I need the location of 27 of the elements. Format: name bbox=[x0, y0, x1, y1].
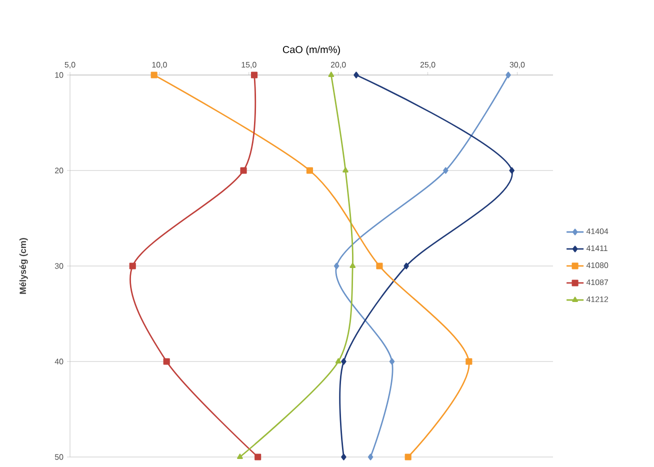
point bbox=[404, 454, 412, 460]
point bbox=[341, 454, 346, 460]
point bbox=[335, 358, 342, 364]
point bbox=[354, 72, 359, 78]
point bbox=[342, 167, 348, 172]
point bbox=[254, 454, 262, 460]
point bbox=[129, 262, 136, 270]
point bbox=[334, 262, 340, 270]
point bbox=[466, 358, 472, 365]
y-axis-title: Mélység (cm) bbox=[19, 238, 28, 294]
point bbox=[341, 358, 346, 365]
point bbox=[389, 358, 395, 365]
point bbox=[150, 72, 158, 78]
point bbox=[163, 358, 170, 365]
x-axis-title: CaO (m/m%) bbox=[282, 46, 340, 56]
point bbox=[328, 72, 334, 77]
point bbox=[368, 454, 374, 460]
point bbox=[250, 72, 258, 78]
point bbox=[306, 167, 314, 174]
point bbox=[509, 167, 515, 174]
point bbox=[350, 262, 356, 268]
point bbox=[404, 262, 409, 270]
point bbox=[237, 454, 243, 459]
point bbox=[376, 262, 383, 270]
point bbox=[506, 72, 511, 78]
point bbox=[240, 167, 247, 174]
point bbox=[443, 167, 448, 174]
